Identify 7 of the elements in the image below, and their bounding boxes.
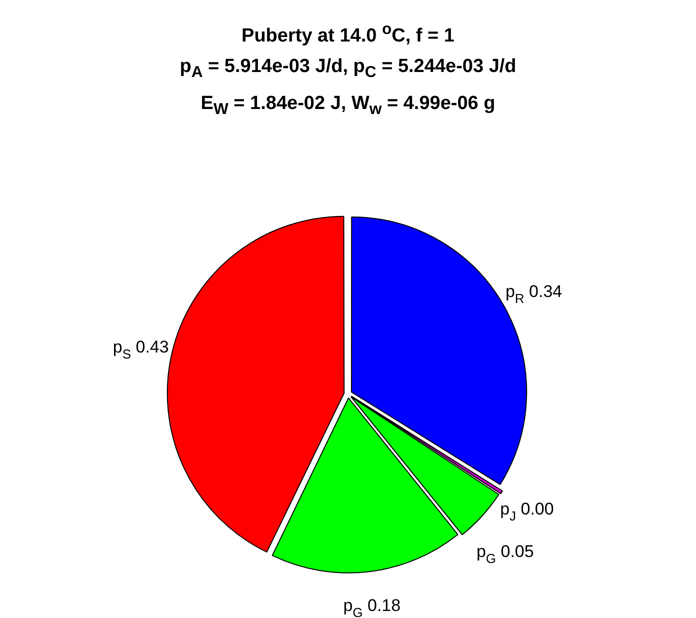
chart-title: Puberty at 14.0 $^{o}$C, f = 1	[240, 20, 456, 48]
data-label: 0.05	[496, 542, 534, 562]
data-label: 0.18	[362, 596, 401, 616]
data-label: 0.43	[131, 338, 169, 357]
data-label: 0.00	[516, 500, 554, 519]
data-label: 0.34	[524, 282, 562, 301]
text: p$_{A}$ = 5.914e-03 J/d, p$_{C}$ = 5.244e-03 J/d E$_{W}$ = 1.84e-02 J, W$_{w}$ = 4.99e-06 g	[180, 56, 516, 118]
